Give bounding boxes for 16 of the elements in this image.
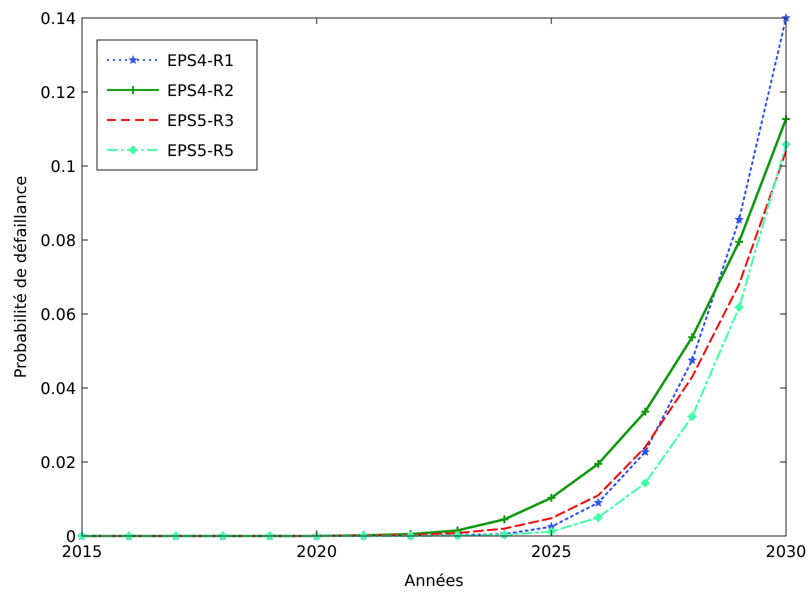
y-tick-label: 0.14: [40, 9, 76, 28]
y-tick-label: 0.12: [40, 83, 76, 102]
y-axis-title: Probabilité de défaillance: [11, 176, 30, 378]
legend-label: EPS4-R1: [167, 51, 234, 70]
x-tick-label: 2020: [296, 542, 338, 561]
y-tick-label: 0.04: [40, 379, 76, 398]
y-tick-label: 0.06: [40, 305, 76, 324]
legend-label: EPS4-R2: [167, 81, 234, 100]
x-axis-title: Années: [404, 571, 464, 590]
y-tick-label: 0.08: [40, 231, 76, 250]
legend-label: EPS5-R5: [167, 141, 234, 160]
y-tick-label: 0.02: [40, 453, 76, 472]
legend-label: EPS5-R3: [167, 111, 234, 130]
y-tick-label: 0.1: [50, 157, 76, 176]
x-tick-label: 2030: [766, 542, 806, 561]
x-tick-label: 2025: [530, 542, 572, 561]
